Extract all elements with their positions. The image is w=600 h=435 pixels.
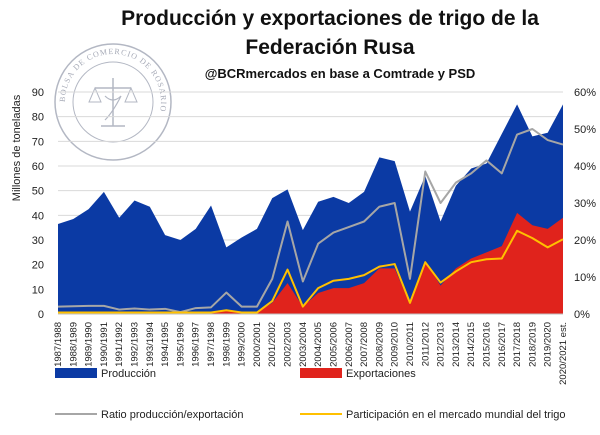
x-tick-label: 1995/1996 [175, 322, 186, 367]
x-tick-label: 1988/1989 [68, 322, 79, 367]
x-tick-label: 1999/2000 [237, 322, 248, 367]
y2-tick-label: 10% [574, 272, 596, 284]
y-tick-label: 70 [32, 136, 44, 148]
y-tick-label: 50 [32, 186, 44, 198]
legend-swatch-exportaciones [300, 368, 342, 378]
legend-label-ratio: Ratio producción/exportación [101, 409, 243, 421]
y-tick-label: 80 [32, 112, 44, 124]
area-layer [58, 104, 563, 314]
y2-tick-label: 50% [574, 124, 596, 136]
y2-tick-label: 0% [574, 309, 590, 321]
x-tick-label: 1998/1999 [221, 322, 232, 367]
y2-tick-label: 30% [574, 198, 596, 210]
y-tick-label: 30 [32, 235, 44, 247]
x-tick-label: 2011/2012 [420, 322, 431, 366]
x-tick-label: 2017/2018 [512, 322, 523, 367]
x-tick-label: 2006/2007 [344, 322, 355, 367]
x-tick-label: 1991/1992 [114, 322, 125, 367]
y2-tick-label: 20% [574, 235, 596, 247]
x-tick-label: 1989/1990 [84, 322, 95, 367]
x-tick-label: 2014/2015 [466, 322, 477, 367]
x-tick-label: 2003/2004 [298, 322, 309, 367]
x-tick-label: 2009/2010 [390, 322, 401, 367]
x-tick-label: 2004/2005 [313, 322, 324, 367]
legend-label-participacion: Participación en el mercado mundial del … [346, 409, 566, 421]
y-tick-label: 0 [38, 309, 44, 321]
area-producci-n [58, 104, 563, 314]
legend-label-produccion: Producción [101, 368, 156, 380]
x-tick-label: 2001/2002 [267, 322, 278, 367]
x-tick-label: 2010/2011 [405, 322, 416, 366]
x-tick-label: 2015/2016 [481, 322, 492, 367]
x-tick-label: 2020/2021 est. [558, 322, 569, 385]
legend-label-exportaciones: Exportaciones [346, 368, 416, 380]
chart-title-line-2: Federación Rusa [245, 36, 415, 59]
line-participacion-en-el-mercado-mundial-del-trigo [58, 229, 564, 314]
x-tick-label: 1993/1994 [145, 322, 156, 367]
legend: Producción Exportaciones Ratio producció… [55, 368, 566, 421]
x-tick-label: 2002/2003 [283, 322, 294, 367]
y-axis-label: Millones de toneladas [11, 94, 23, 201]
y-tick-label: 40 [32, 210, 44, 222]
x-tick-label: 1994/1995 [160, 322, 171, 367]
y2-tick-label: 60% [574, 87, 596, 99]
x-tick-label: 1987/1988 [53, 322, 64, 367]
x-tick-label: 2007/2008 [359, 322, 370, 367]
y-tick-label: 90 [32, 87, 44, 99]
x-tick-label: 1997/1998 [206, 322, 217, 367]
y-tick-label: 20 [32, 260, 44, 272]
x-tick-label: 2018/2019 [527, 322, 538, 367]
x-tick-label: 1996/1997 [191, 322, 202, 367]
y-tick-label: 10 [32, 284, 44, 296]
y-tick-label: 60 [32, 161, 44, 173]
x-tick-label: 2005/2006 [328, 322, 339, 367]
area-exportaciones [58, 212, 563, 314]
x-tick-label: 2000/2001 [252, 322, 263, 367]
x-tick-label: 2019/2020 [543, 322, 554, 367]
x-tick-label: 2013/2014 [451, 322, 462, 367]
seal-logo: BOLSA DE COMERCIO DE ROSARIO [54, 43, 172, 161]
chart-subtitle: @BCRmercados en base a Comtrade y PSD [205, 66, 476, 81]
x-tick-label: 1990/1991 [99, 322, 110, 367]
x-tick-label: 1992/1993 [130, 322, 141, 367]
x-tick-label: 2012/2013 [436, 322, 447, 367]
legend-swatch-produccion [55, 368, 97, 378]
line-ratio-produccion-exportacion [57, 128, 564, 314]
chart-title-line-1: Producción y exportaciones de trigo de l… [121, 7, 539, 30]
line-layer [57, 128, 564, 314]
axis-layer: 0 10 20 30 40 50 60 70 80 90 0% 10% 20% 30% 40% 50% 60% 1… [32, 87, 596, 385]
x-tick-label: 2016/2017 [497, 322, 508, 367]
x-tick-label: 2008/2009 [374, 322, 385, 367]
y2-tick-label: 40% [574, 161, 596, 173]
